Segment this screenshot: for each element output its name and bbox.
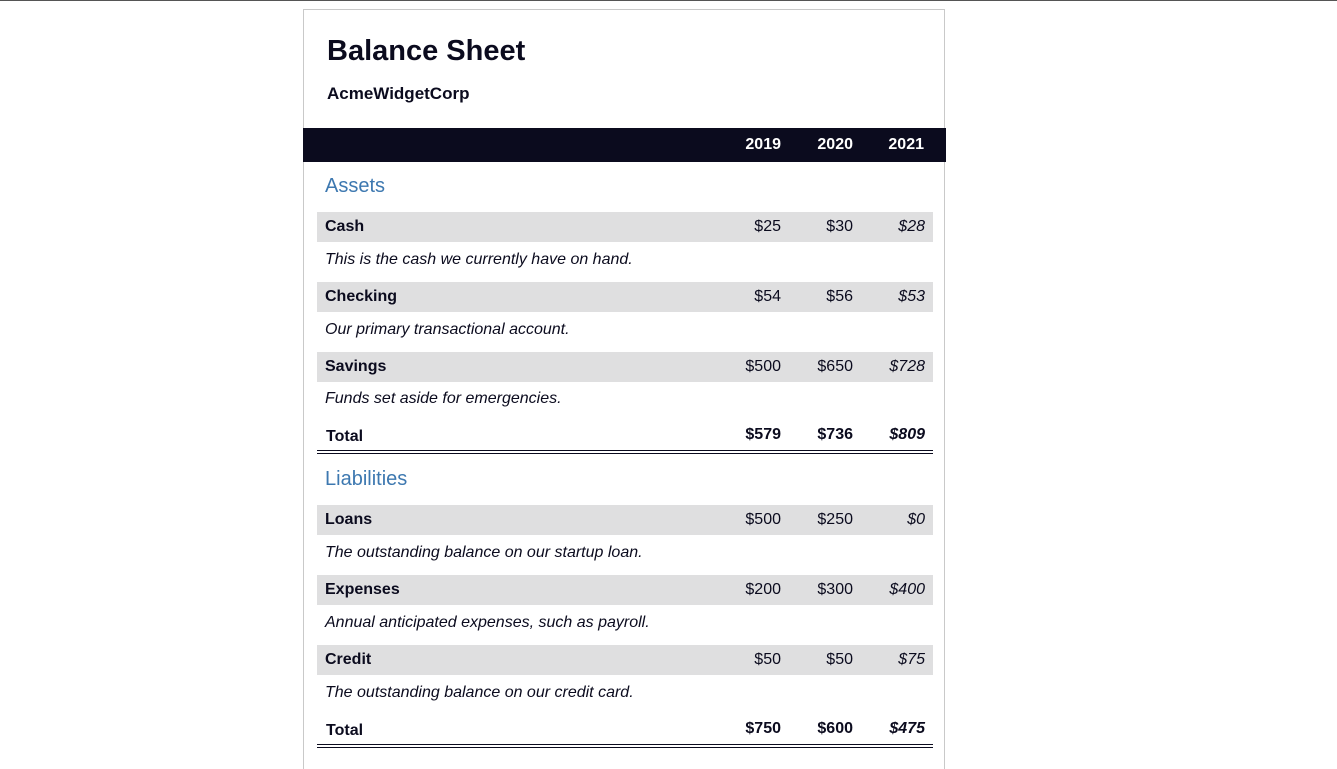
total-value-2020: $600 [817,720,853,737]
row-label: Cash [325,218,365,235]
section-heading-assets: Assets [325,175,386,197]
table-row: Expenses $200 $300 $400 [317,575,933,605]
top-border [0,0,1337,1]
row-value-2019: $54 [754,288,781,305]
total-label: Total [326,722,364,739]
row-value-2020: $650 [817,358,853,375]
table-row: Checking $54 $56 $53 [317,282,933,312]
table-row: Loans $500 $250 $0 [317,505,933,535]
balance-sheet: Balance Sheet AcmeWidgetCorp 2019 2020 2… [303,9,946,769]
row-value-2019: $50 [754,651,781,668]
row-description: This is the cash we currently have on ha… [325,251,633,268]
row-value-2021: $728 [889,358,925,375]
total-value-2021: $809 [889,426,925,443]
section-heading-liabilities: Liabilities [325,468,408,490]
row-value-2020: $30 [826,218,853,235]
total-label: Total [326,428,364,445]
total-value-2019: $579 [745,426,781,443]
row-description: Funds set aside for emergencies. [325,390,562,407]
row-value-2019: $500 [745,358,781,375]
table-row: Savings $500 $650 $728 [317,352,933,382]
total-value-2021: $475 [889,720,925,737]
row-value-2020: $50 [826,651,853,668]
row-label: Credit [325,651,372,668]
row-value-2019: $500 [745,511,781,528]
year-header-bar: 2019 2020 2021 [303,128,946,162]
row-label: Loans [325,511,373,528]
row-description: The outstanding balance on our credit ca… [325,684,634,701]
year-header-2019: 2019 [745,136,781,153]
page-title: Balance Sheet [327,35,526,67]
row-label: Checking [325,288,398,305]
total-row-liabilities: Total $750 $600 $475 [317,714,933,748]
row-value-2020: $250 [817,511,853,528]
row-label: Expenses [325,581,400,598]
row-label: Savings [325,358,387,375]
row-value-2019: $25 [754,218,781,235]
table-row: Credit $50 $50 $75 [317,645,933,675]
row-value-2020: $56 [826,288,853,305]
row-value-2019: $200 [745,581,781,598]
row-value-2021: $75 [898,651,925,668]
row-description: Our primary transactional account. [325,321,570,338]
year-header-2020: 2020 [817,136,853,153]
total-value-2020: $736 [817,426,853,443]
company-name: AcmeWidgetCorp [327,84,470,103]
total-row-assets: Total $579 $736 $809 [317,420,933,454]
year-header-2021: 2021 [888,136,924,153]
row-description: Annual anticipated expenses, such as pay… [325,614,650,631]
row-value-2021: $400 [889,581,925,598]
total-value-2019: $750 [745,720,781,737]
row-value-2021: $0 [907,511,925,528]
row-description: The outstanding balance on our startup l… [325,544,643,561]
row-value-2021: $53 [898,288,925,305]
row-value-2020: $300 [817,581,853,598]
row-value-2021: $28 [898,218,925,235]
table-row: Cash $25 $30 $28 [317,212,933,242]
